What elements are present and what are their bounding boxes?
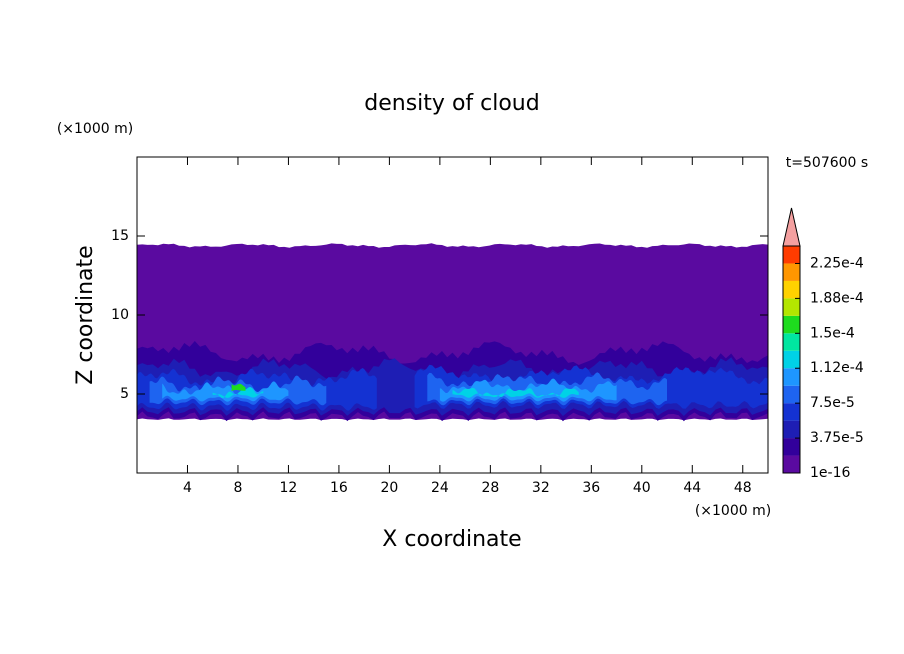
colorbar-extend bbox=[782, 207, 801, 247]
y-unit: (×1000 m) bbox=[57, 121, 133, 137]
y-tick-label: 10 bbox=[111, 307, 129, 323]
annotation: t=507600 s bbox=[786, 155, 868, 171]
x-tick-label: 8 bbox=[233, 480, 242, 496]
colorbar-band bbox=[783, 350, 800, 369]
x-unit: (×1000 m) bbox=[695, 503, 771, 519]
colorbar-tick-label: 1.12e-4 bbox=[810, 360, 864, 376]
x-tick-label: 40 bbox=[633, 480, 651, 496]
contour-region bbox=[231, 383, 246, 391]
colorbar-band bbox=[783, 438, 800, 456]
colorbar-band bbox=[783, 455, 800, 473]
x-axis-label: X coordinate bbox=[382, 527, 521, 552]
colorbar-band bbox=[783, 333, 800, 351]
y-tick-label: 15 bbox=[111, 228, 129, 244]
colorbar-band bbox=[783, 385, 800, 404]
colorbar-band bbox=[783, 246, 800, 264]
contour-region bbox=[212, 387, 264, 398]
colorbar-band bbox=[783, 315, 800, 334]
y-tick-label: 5 bbox=[120, 386, 129, 402]
colorbar-band bbox=[783, 368, 800, 386]
colorbar-tick-label: 7.5e-5 bbox=[810, 395, 855, 411]
x-tick-label: 28 bbox=[481, 480, 499, 496]
chart-title: density of cloud bbox=[364, 91, 539, 116]
colorbar-band bbox=[783, 280, 800, 299]
y-axis-label: Z coordinate bbox=[73, 245, 98, 384]
x-tick-label: 32 bbox=[532, 480, 550, 496]
colorbar-tick-label: 3.75e-5 bbox=[810, 430, 864, 446]
colorbar-tick-label: 1.5e-4 bbox=[810, 325, 855, 341]
x-tick-label: 12 bbox=[280, 480, 298, 496]
x-tick-label: 16 bbox=[330, 480, 348, 496]
x-tick-label: 48 bbox=[734, 480, 752, 496]
colorbar-band bbox=[783, 263, 800, 281]
x-tick-label: 44 bbox=[683, 480, 701, 496]
colorbar-tick-label: 1.88e-4 bbox=[810, 290, 864, 306]
contour-region bbox=[162, 381, 289, 402]
x-tick-label: 20 bbox=[380, 480, 398, 496]
colorbar-band bbox=[783, 298, 800, 316]
contour-region bbox=[452, 387, 579, 398]
x-tick-label: 4 bbox=[183, 480, 192, 496]
colorbar-band bbox=[783, 403, 800, 421]
colorbar-tick-label: 2.25e-4 bbox=[810, 255, 864, 271]
colorbar-band bbox=[783, 420, 800, 439]
colorbar-tick-label: 1e-16 bbox=[810, 465, 850, 481]
colorbar-frame bbox=[782, 245, 801, 474]
x-tick-label: 24 bbox=[431, 480, 449, 496]
x-tick-label: 36 bbox=[582, 480, 600, 496]
contour-field bbox=[137, 243, 768, 422]
